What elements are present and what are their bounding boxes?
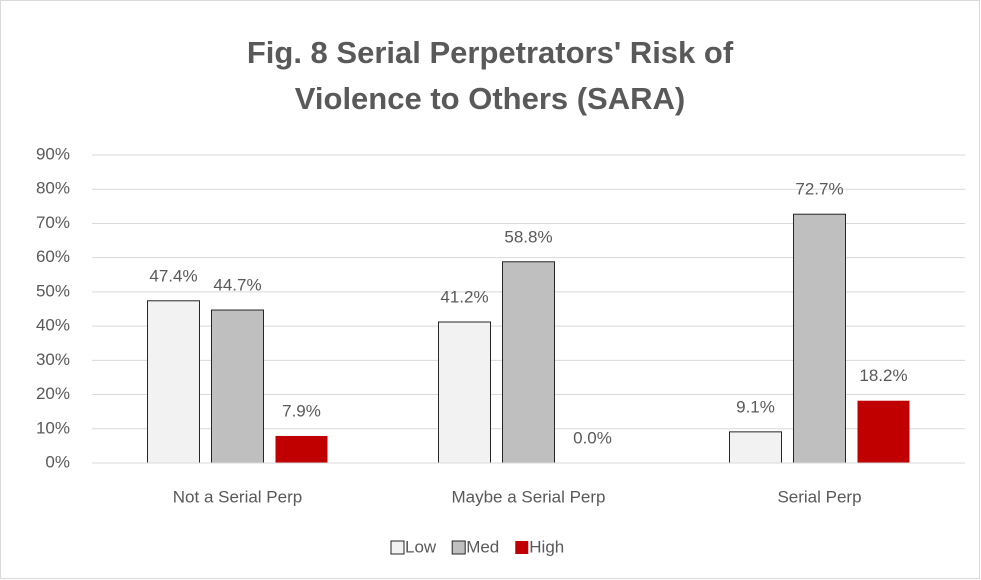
- bar: [793, 213, 846, 464]
- value-label: 47.4%: [149, 266, 197, 285]
- value-label: 9.1%: [736, 397, 775, 416]
- legend-label: Med: [466, 537, 499, 556]
- value-label: 7.9%: [282, 401, 321, 420]
- y-tick-label: 0%: [45, 452, 70, 471]
- x-tick-label: Serial Perp: [777, 487, 861, 506]
- y-tick-label: 20%: [36, 384, 70, 403]
- chart-title: Fig. 8 Serial Perpetrators' Risk of Viol…: [246, 35, 734, 116]
- bar: [438, 321, 491, 464]
- bar: [147, 300, 200, 464]
- y-tick-label: 40%: [36, 316, 70, 335]
- x-tick-label: Maybe a Serial Perp: [451, 487, 605, 506]
- bar: [729, 431, 782, 464]
- y-tick-label: 70%: [36, 213, 70, 232]
- value-label: 44.7%: [213, 276, 261, 295]
- y-tick-label: 90%: [36, 144, 70, 163]
- legend-swatch: [515, 541, 529, 554]
- y-tick-label: 30%: [36, 350, 70, 369]
- bar: [857, 400, 910, 463]
- y-tick-label: 10%: [36, 418, 70, 437]
- legend-swatch: [390, 540, 405, 555]
- value-label: 72.7%: [795, 180, 843, 199]
- legend-label: Low: [405, 537, 437, 556]
- bar: [502, 261, 555, 464]
- value-label: 58.8%: [504, 227, 552, 246]
- y-tick-label: 60%: [36, 247, 70, 266]
- value-label: 18.2%: [859, 366, 907, 385]
- x-tick-label: Not a Serial Perp: [173, 487, 302, 506]
- legend-swatch: [451, 540, 466, 555]
- bar: [211, 309, 264, 464]
- y-tick-label: 80%: [36, 179, 70, 198]
- legend-label: High: [529, 537, 564, 556]
- value-label: 0.0%: [573, 428, 612, 447]
- value-label: 41.2%: [440, 287, 488, 306]
- bar: [275, 435, 328, 463]
- y-tick-label: 50%: [36, 281, 70, 300]
